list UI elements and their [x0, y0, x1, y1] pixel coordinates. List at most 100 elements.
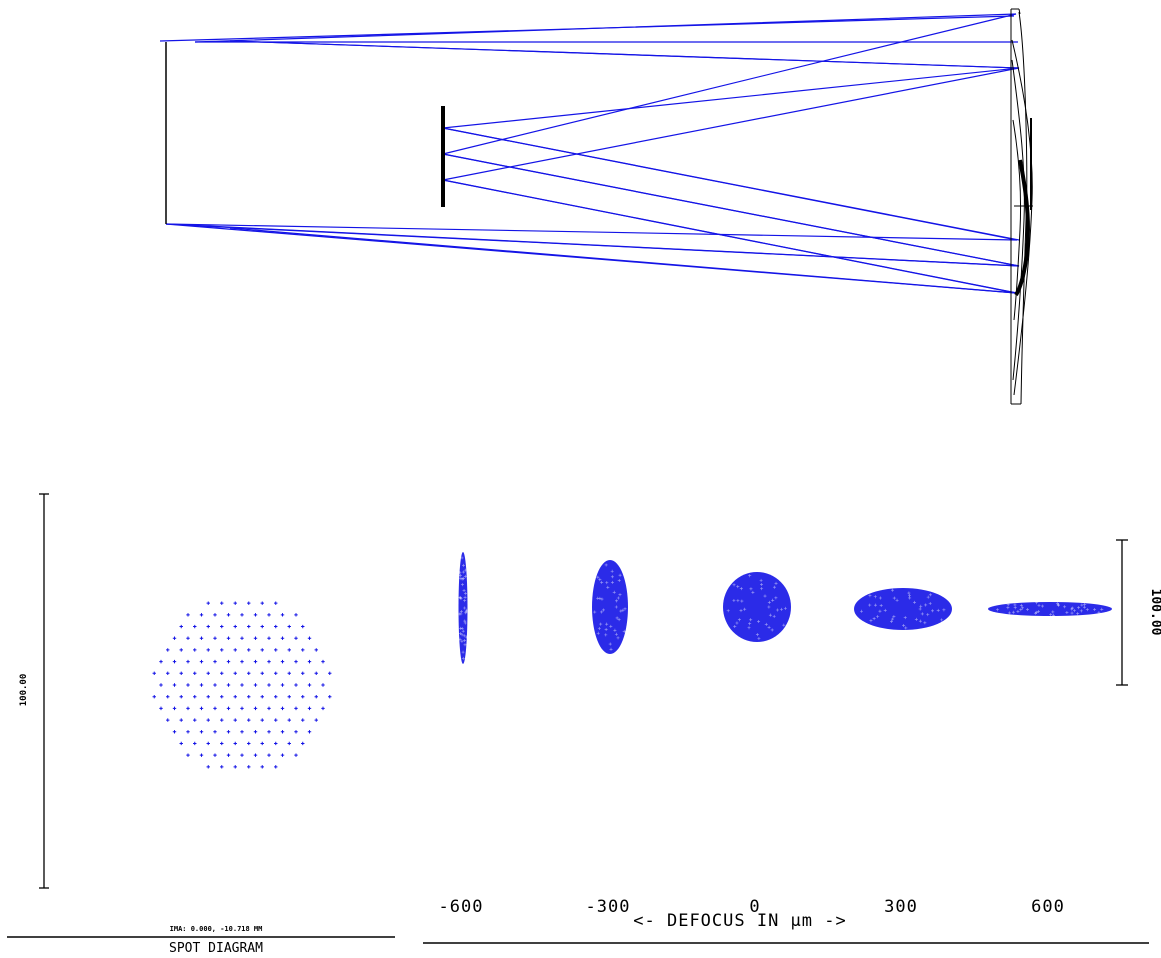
spot-point	[301, 718, 305, 722]
defocus-spot-speckle	[942, 608, 946, 612]
defocus-spot-speckle	[612, 590, 616, 594]
spot-point	[166, 718, 170, 722]
spot-point	[280, 659, 285, 664]
defocus-spot-speckle	[1065, 610, 1069, 614]
spot-point	[274, 718, 278, 722]
spot-point	[213, 636, 217, 640]
defocus-spot-speckle	[926, 595, 930, 599]
defocus-spot-speckle	[461, 650, 465, 654]
defocus-spot-speckle	[615, 599, 619, 603]
defocus-spot-speckle	[774, 596, 778, 600]
spot-point	[240, 613, 244, 617]
defocus-spot-speckle	[461, 656, 465, 660]
ray-path	[165, 223, 1020, 267]
defocus-spot-speckle	[743, 607, 747, 611]
defocus-spot-speckle	[609, 647, 613, 651]
spot-point	[206, 694, 210, 699]
spot-point	[260, 694, 264, 699]
defocus-spot-speckle	[593, 610, 597, 614]
spot-point	[226, 659, 231, 664]
spot-point	[328, 694, 332, 699]
defocus-spot-speckle	[890, 588, 894, 592]
spot-point	[287, 671, 291, 676]
defocus-spot-speckle	[859, 609, 863, 613]
spot-point	[179, 671, 183, 676]
defocus-spot-speckle	[940, 618, 944, 622]
spot-point	[226, 753, 231, 757]
defocus-spots	[457, 552, 1112, 664]
defocus-spot-speckle	[760, 583, 764, 587]
spot-point	[179, 624, 183, 629]
spot-point	[199, 706, 204, 711]
spot-point	[274, 765, 278, 769]
spot-point	[186, 636, 190, 640]
defocus-spot-speckle	[463, 595, 467, 599]
spot-point	[274, 648, 278, 652]
spot-point	[186, 659, 190, 664]
defocus-spot-speckle	[464, 591, 467, 595]
spot-point	[240, 706, 244, 711]
defocus-spot-speckle	[770, 628, 774, 632]
defocus-spot-speckle	[458, 571, 462, 575]
spot-point	[193, 741, 197, 746]
defocus-spot-speckle	[920, 612, 924, 616]
defocus-spot-speckle	[622, 629, 626, 633]
defocus-spot-speckle	[759, 578, 763, 582]
spot-point	[206, 765, 210, 769]
spot-point	[294, 753, 298, 757]
spot-point	[321, 706, 325, 711]
defocus-spot-speckle	[1093, 607, 1097, 611]
defocus-spot-speckle	[609, 624, 613, 628]
spot-point	[206, 648, 210, 652]
spot-point	[280, 613, 285, 617]
defocus-spot-speckle	[1083, 602, 1087, 606]
defocus-spot-speckle	[869, 619, 873, 623]
defocus-spot-speckle	[928, 593, 932, 597]
defocus-spot-speckle	[614, 605, 618, 609]
defocus-spot-speckle	[1049, 613, 1053, 617]
defocus-spot-speckle	[878, 596, 882, 600]
spot-point	[172, 730, 177, 734]
defocus-spot-speckle	[1071, 606, 1075, 610]
spot-point	[179, 741, 183, 746]
defocus-spot-speckle	[726, 609, 730, 613]
defocus-spot-speckle	[465, 635, 469, 639]
ray-path	[229, 40, 1020, 181]
spot-diagram: 100.00 IMA: 0.000, -10.718 MM SPOT DIAGR…	[7, 493, 395, 956]
defocus-spot-speckle	[1072, 609, 1076, 613]
spot-point	[179, 648, 183, 652]
tertiary-mirror	[1014, 118, 1032, 297]
defocus-spot-speckle	[868, 594, 872, 598]
defocus-spot-speckle	[1006, 606, 1010, 610]
defocus-spot-speckle	[913, 600, 917, 604]
defocus-spot-speckle	[772, 614, 776, 618]
spot-point	[260, 624, 264, 629]
defocus-spot-speckle	[779, 607, 783, 611]
spot-point	[220, 741, 224, 746]
spot-title: SPOT DIAGRAM	[169, 941, 263, 956]
defocus-spot-speckle	[876, 615, 880, 619]
defocus-spot-speckle	[1013, 606, 1017, 610]
spot-point	[199, 636, 204, 640]
spot-point	[307, 683, 312, 687]
defocus-spot-speckle	[458, 637, 462, 641]
defocus-spot-speckle	[889, 619, 893, 623]
ray-path	[442, 127, 1020, 241]
spot-point	[307, 659, 312, 664]
defocus-spot-speckle	[1036, 610, 1040, 614]
defocus-spot-speckle	[604, 633, 608, 637]
spot-point	[267, 706, 271, 711]
spot-point	[199, 659, 204, 664]
spot-point	[247, 624, 251, 629]
spot-point	[172, 659, 177, 664]
defocus-spot-speckle	[890, 617, 894, 621]
defocus-spot-speckle	[464, 568, 468, 572]
defocus-spot-speckle	[995, 608, 999, 612]
spot-point	[193, 648, 197, 652]
tf-scale-label: 100.00	[1148, 589, 1161, 636]
spot-point	[220, 648, 224, 652]
spot-point	[220, 694, 224, 699]
spot-point	[280, 753, 285, 757]
spot-point	[260, 648, 264, 652]
